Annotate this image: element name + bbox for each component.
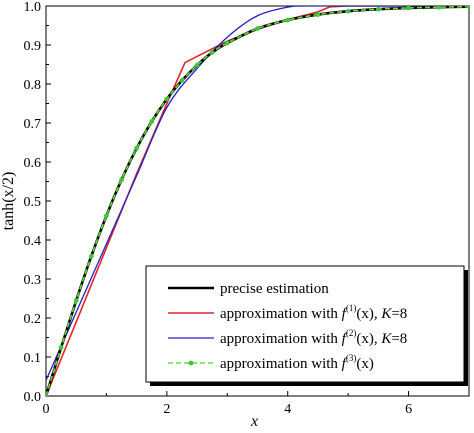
y-tick-label: 1.0 <box>24 0 42 15</box>
series-marker-f3 <box>104 213 109 219</box>
x-tick-label: 0 <box>43 402 50 417</box>
legend-label-part: (2) <box>346 328 357 338</box>
series-marker-f3 <box>315 12 321 17</box>
series-marker-f3 <box>209 50 215 55</box>
legend-label-part: K <box>380 331 392 347</box>
series-marker-f3 <box>119 177 124 183</box>
x-tick-label: 6 <box>405 402 412 417</box>
series-marker-f3 <box>255 26 260 31</box>
y-tick-label: 0.6 <box>24 156 42 171</box>
series-marker-f3 <box>345 8 351 14</box>
y-tick-label: 0.5 <box>24 195 42 210</box>
series-marker-f3 <box>436 6 442 10</box>
x-tick-label: 2 <box>163 402 170 417</box>
legend-label-part: (x), <box>356 331 381 347</box>
legend-label-part: f <box>342 331 348 347</box>
legend-label-part: approximation with <box>220 331 342 347</box>
legend-entry-f3-swatch-marker <box>188 360 194 366</box>
legend-entry-f3-label: approximation with f(3)(x) <box>220 353 374 372</box>
series-marker-f3 <box>164 96 170 102</box>
legend-label-part: approximation with <box>220 306 342 322</box>
legend-label-part: f <box>342 356 348 372</box>
series-marker-f3 <box>466 6 469 10</box>
series-line-f3 <box>46 6 469 396</box>
legend-label-part: (1) <box>346 303 357 313</box>
x-axis-label: x <box>250 413 258 430</box>
legend-entry-f1-label: approximation with f(1)(x), K=8 <box>220 303 407 322</box>
series-marker-f3 <box>58 345 64 350</box>
series-marker-f3 <box>46 393 49 396</box>
legend-label-part: =8 <box>391 306 407 322</box>
legend-label-part: K <box>380 306 392 322</box>
legend-entry-f2-label: approximation with f(2)(x), K=8 <box>220 328 407 347</box>
legend-label-part: (x), <box>356 306 381 322</box>
legend-label-part: =8 <box>391 331 407 347</box>
series-marker-f3 <box>149 119 155 124</box>
legend-label-part: (3) <box>346 353 357 363</box>
y-tick-label: 0.1 <box>24 351 42 366</box>
series-marker-f3 <box>285 17 291 23</box>
y-tick-label: 0.8 <box>24 78 42 93</box>
y-tick-label: 0.9 <box>24 39 42 54</box>
series-group <box>46 6 469 396</box>
series-marker-f3 <box>194 62 200 68</box>
series-marker-f3 <box>73 298 79 303</box>
series-marker-f3 <box>88 253 94 259</box>
x-tick-label: 4 <box>284 402 291 417</box>
series-marker-f3 <box>406 6 411 11</box>
y-tick-label: 0.4 <box>24 234 42 249</box>
y-tick-label: 0.3 <box>24 273 42 288</box>
legend-entry-precise-label: precise estimation <box>220 281 329 297</box>
series-marker-f3 <box>179 78 185 83</box>
series-marker-f3 <box>375 6 381 12</box>
series-marker-f3 <box>224 40 230 46</box>
y-axis-label: tanh(x/2) <box>0 172 17 231</box>
y-tick-label: 0.7 <box>24 117 42 132</box>
legend-box <box>145 265 465 383</box>
series-line-f2 <box>46 6 469 381</box>
y-tick-label: 0.0 <box>24 390 42 405</box>
legend-label-part: approximation with <box>220 356 342 372</box>
y-tick-label: 0.2 <box>24 312 42 327</box>
series-marker-f3 <box>134 145 140 151</box>
legend-label-part: f <box>342 306 348 322</box>
legend-label-part: (x) <box>356 356 374 372</box>
